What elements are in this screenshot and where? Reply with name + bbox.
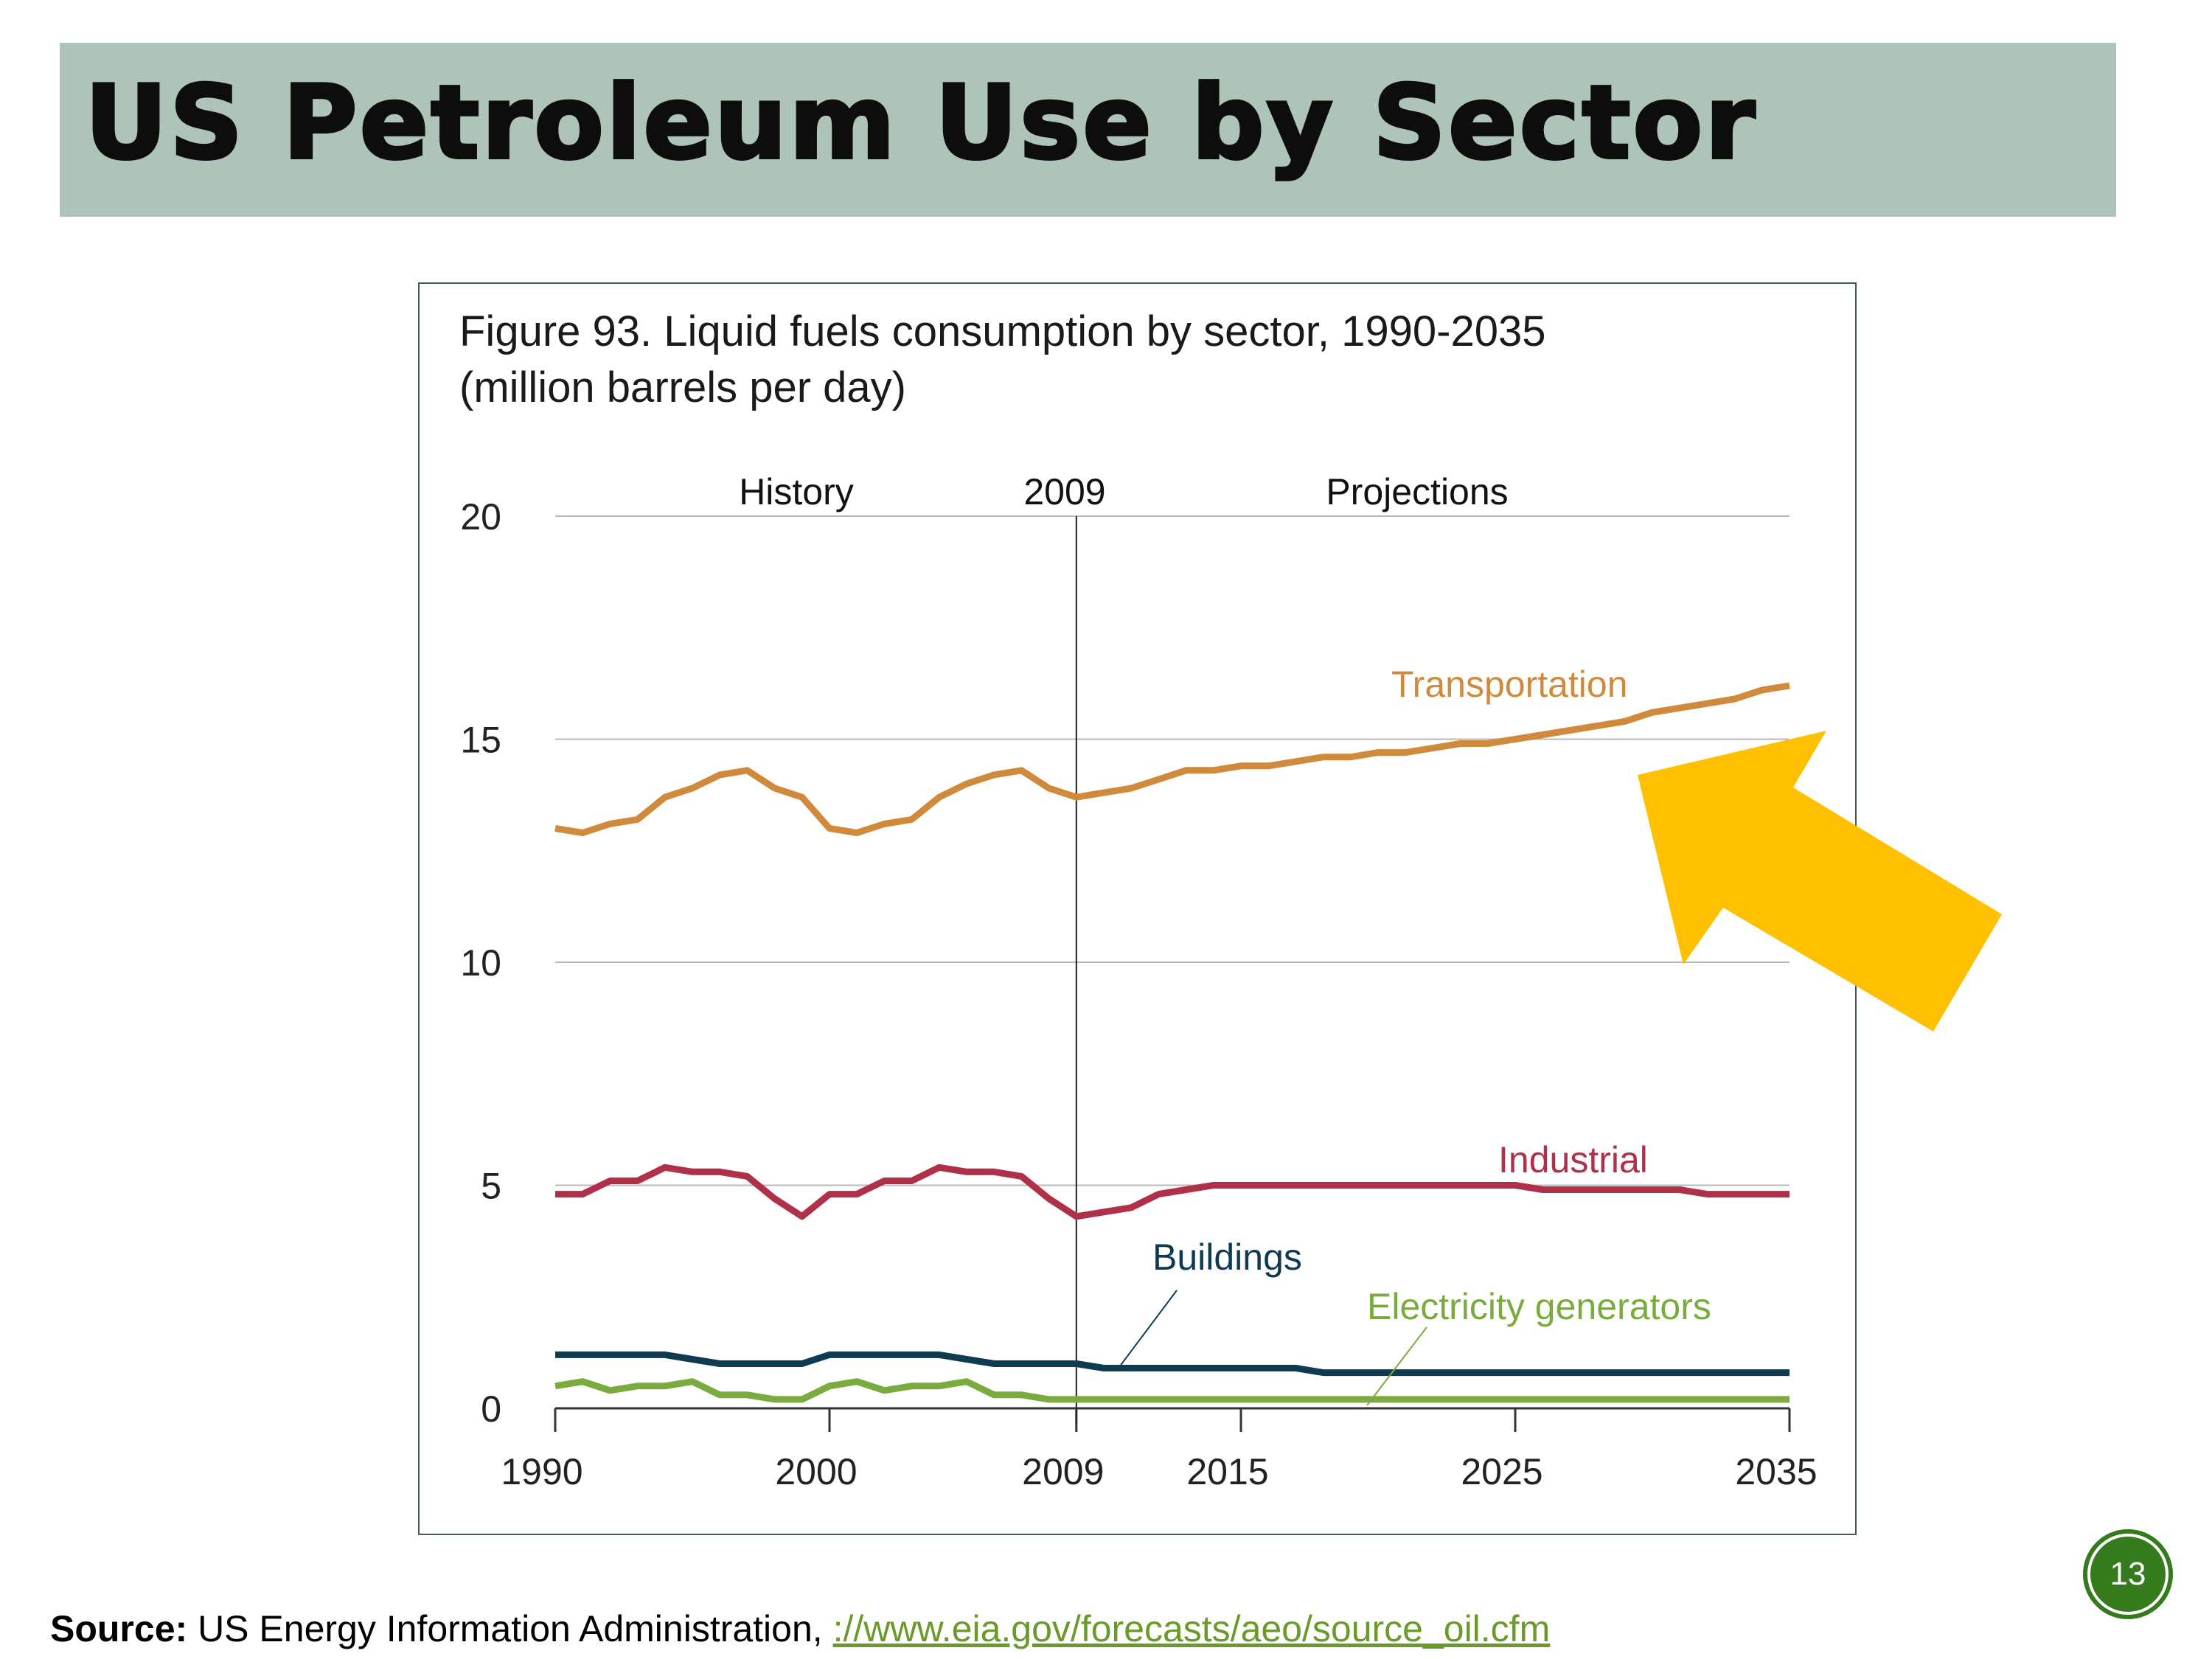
title-band: [60, 43, 2116, 217]
x-tick-label: 2000: [775, 1451, 857, 1492]
source-label: Source:: [50, 1608, 188, 1649]
series-label-electricity-generators: Electricity generators: [1367, 1286, 1711, 1327]
y-tick-label: 10: [460, 942, 501, 984]
y-tick-label: 15: [460, 720, 501, 761]
figure-title-line2: (million barrels per day): [459, 364, 906, 411]
series-label-industrial: Industrial: [1498, 1139, 1648, 1180]
x-tick-label: 2025: [1461, 1451, 1543, 1492]
buildings-leader-line: [1116, 1290, 1178, 1371]
series-label-transportation: Transportation: [1391, 664, 1628, 705]
y-tick-label: 0: [481, 1388, 501, 1430]
y-tick-label: 5: [481, 1166, 501, 1207]
source-citation: Source: US Energy Information Administra…: [50, 1607, 1550, 1650]
series-line-electricity-generators: [554, 1378, 1790, 1403]
chart-frame: [418, 282, 1857, 1535]
x-tick-label: 1990: [501, 1451, 582, 1492]
x-tick-label: 2015: [1186, 1451, 1268, 1492]
figure-title-line1: Figure 93. Liquid fuels consumption by s…: [459, 307, 1546, 355]
electricity-leader-line: [1366, 1326, 1427, 1406]
series-line-buildings: [555, 1351, 1790, 1377]
x-tick-label: 2035: [1735, 1451, 1817, 1492]
yellow-arrow-pointer: [1638, 731, 2002, 1032]
source-link[interactable]: ://www.eia.gov/forecasts/aeo/source_oil.…: [832, 1608, 1551, 1649]
divider-year-label: 2009: [1023, 471, 1105, 512]
series-line-industrial: [555, 1164, 1790, 1220]
source-text: US Energy Information Administration,: [187, 1608, 833, 1649]
series-label-buildings: Buildings: [1152, 1237, 1302, 1278]
slide-title: US Petroleum Use by Sector: [83, 62, 1758, 184]
figure-title: Figure 93. Liquid fuels consumption by s…: [459, 304, 1545, 416]
history-label: History: [739, 471, 854, 512]
page-number-badge: 13: [2083, 1529, 2173, 1619]
projections-label: Projections: [1326, 471, 1508, 512]
y-tick-label: 20: [460, 496, 501, 538]
series-line-transportation: [554, 682, 1790, 836]
x-tick-label: 2009: [1022, 1451, 1104, 1492]
